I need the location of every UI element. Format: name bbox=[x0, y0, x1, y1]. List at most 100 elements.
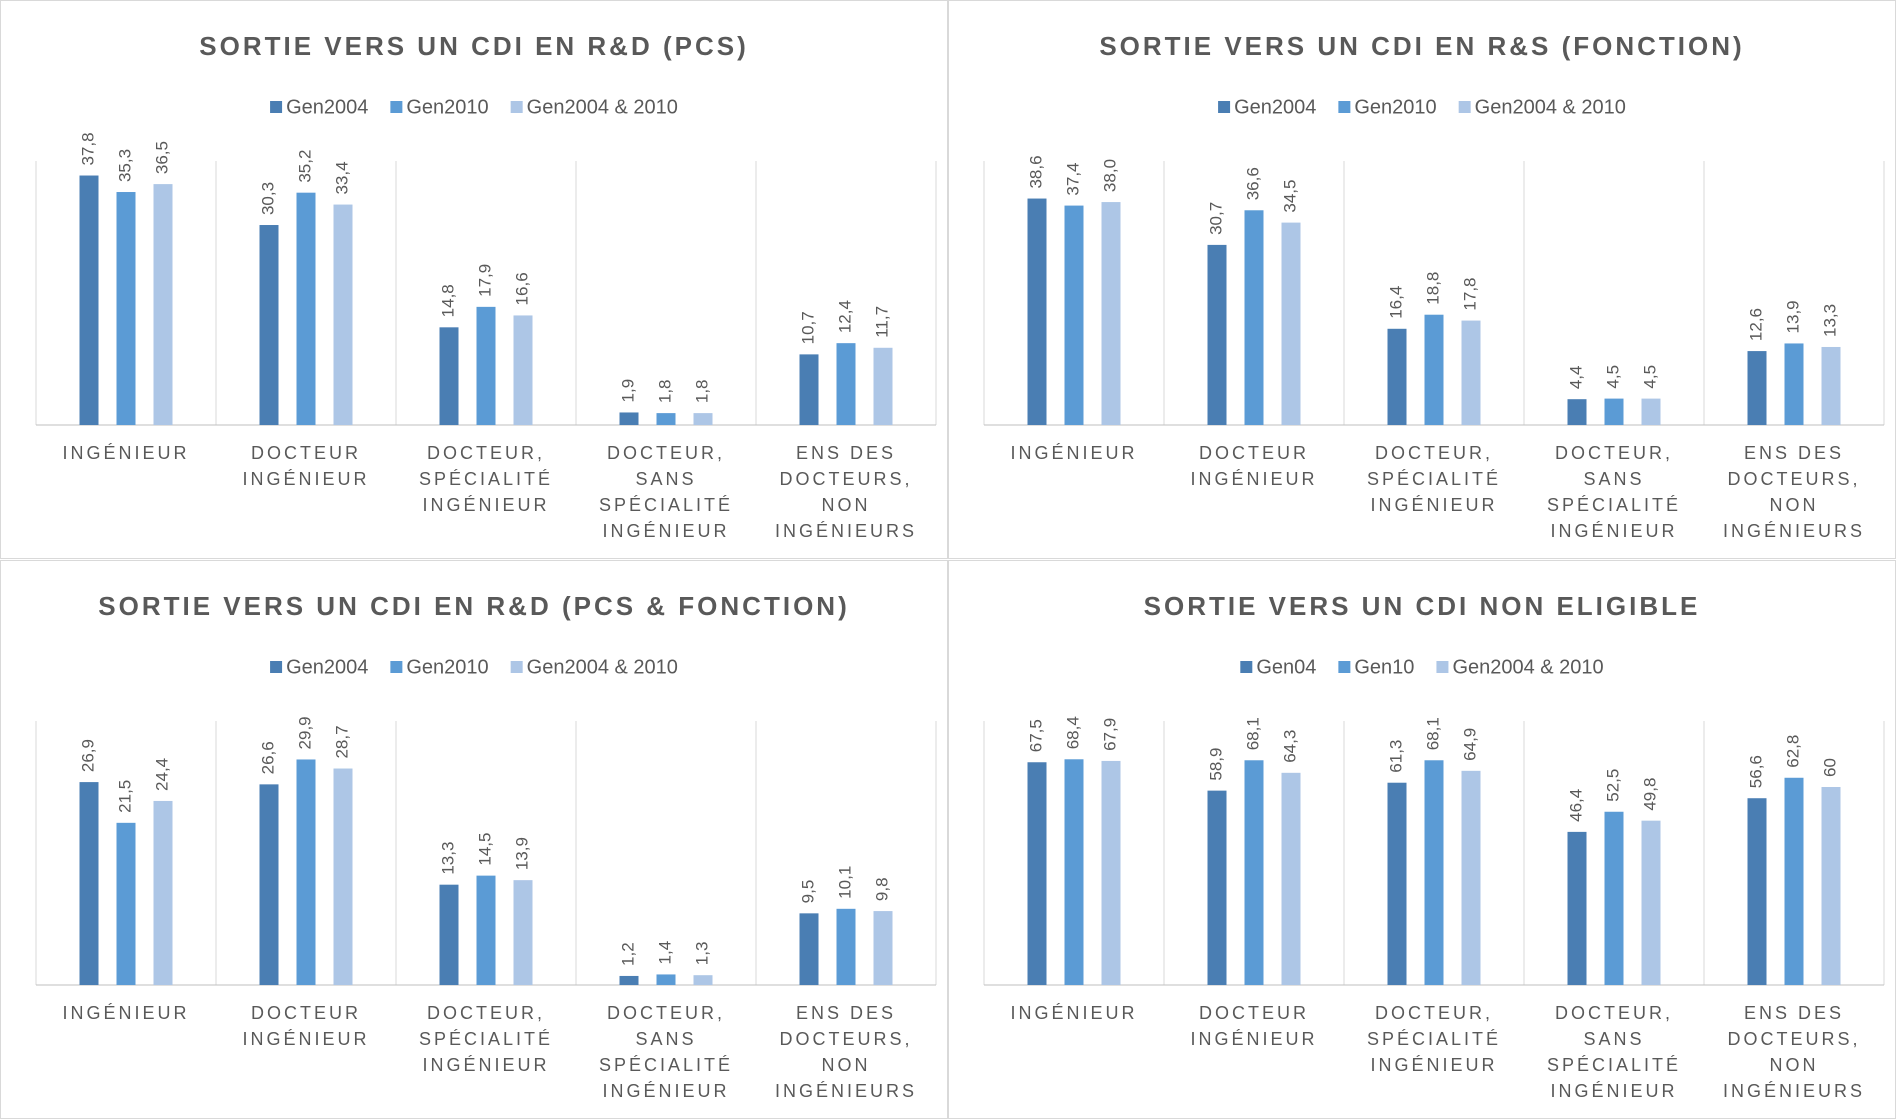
data-label: 37,4 bbox=[1063, 162, 1082, 195]
data-label: 13,3 bbox=[438, 842, 457, 875]
x-tick-label: DOCTEUR, SANS SPÉCIALITÉ INGÉNIEUR bbox=[598, 1003, 734, 1101]
data-label: 17,8 bbox=[1460, 277, 1479, 310]
data-label: 1,8 bbox=[692, 379, 711, 403]
data-label: 38,6 bbox=[1026, 155, 1045, 188]
data-label: 24,4 bbox=[152, 758, 171, 791]
data-label: 13,9 bbox=[1783, 300, 1802, 333]
bar bbox=[656, 413, 676, 425]
bar bbox=[1747, 798, 1767, 985]
chart-panel: SORTIE VERS UN CDI EN R&D (PCS) Gen2004 Ge… bbox=[0, 0, 948, 559]
bar bbox=[1207, 244, 1227, 425]
data-label: 64,3 bbox=[1280, 730, 1299, 763]
data-label: 26,9 bbox=[78, 739, 97, 772]
x-tick-label: INGÉNIEUR bbox=[1010, 1003, 1138, 1023]
x-tick-label: DOCTEUR INGÉNIEUR bbox=[242, 1003, 370, 1049]
legend-label: Gen2004 & 2010 bbox=[527, 96, 678, 118]
legend-label: Gen2004 & 2010 bbox=[527, 656, 678, 678]
data-label: 33,4 bbox=[332, 161, 351, 194]
data-label: 18,8 bbox=[1423, 272, 1442, 305]
bar bbox=[619, 412, 639, 425]
bar bbox=[1784, 343, 1804, 425]
data-label: 46,4 bbox=[1566, 789, 1585, 822]
bar bbox=[116, 192, 136, 425]
bar bbox=[1101, 760, 1121, 985]
legend-label: Gen2004 & 2010 bbox=[1452, 656, 1603, 678]
data-label: 10,1 bbox=[835, 866, 854, 899]
data-label: 1,2 bbox=[618, 942, 637, 966]
bar bbox=[259, 225, 279, 425]
legend-label: Gen04 bbox=[1256, 656, 1316, 678]
bar bbox=[1567, 399, 1587, 425]
bar bbox=[79, 175, 99, 425]
bar bbox=[1747, 351, 1767, 425]
bar bbox=[1604, 811, 1624, 985]
bar bbox=[513, 880, 533, 985]
legend-swatch bbox=[1218, 101, 1231, 113]
data-label: 67,9 bbox=[1100, 718, 1119, 751]
bar bbox=[1027, 198, 1047, 425]
legend-swatch bbox=[390, 101, 403, 113]
bar bbox=[836, 908, 856, 985]
bar bbox=[1244, 210, 1264, 425]
data-label: 21,5 bbox=[115, 780, 134, 813]
x-tick-label: DOCTEUR, SPÉCIALITÉ INGÉNIEUR bbox=[1366, 443, 1502, 515]
chart-title: SORTIE VERS UN CDI EN R&S (FONCTION) bbox=[1099, 31, 1744, 61]
bar bbox=[259, 784, 279, 985]
data-label: 61,3 bbox=[1386, 740, 1405, 773]
legend-swatch bbox=[1338, 101, 1351, 113]
legend-swatch bbox=[510, 101, 523, 113]
bar bbox=[1821, 787, 1841, 985]
bar bbox=[153, 800, 173, 985]
x-tick-label: DOCTEUR, SPÉCIALITÉ INGÉNIEUR bbox=[418, 443, 554, 515]
legend-label: Gen2004 & 2010 bbox=[1475, 96, 1626, 118]
data-label: 1,4 bbox=[655, 941, 674, 965]
x-tick-label: DOCTEUR INGÉNIEUR bbox=[1190, 1003, 1318, 1049]
data-label: 36,6 bbox=[1243, 167, 1262, 200]
x-tick-label: INGÉNIEUR bbox=[62, 1003, 190, 1023]
bar bbox=[1064, 205, 1084, 425]
chart-panel: SORTIE VERS UN CDI EN R&D (PCS & FONCTIO… bbox=[0, 560, 948, 1119]
bar bbox=[873, 911, 893, 985]
bar bbox=[1064, 759, 1084, 985]
x-tick-label: DOCTEUR, SANS SPÉCIALITÉ INGÉNIEUR bbox=[598, 443, 734, 541]
data-label: 29,9 bbox=[295, 716, 314, 749]
data-label: 68,4 bbox=[1063, 716, 1082, 749]
data-label: 16,6 bbox=[512, 272, 531, 305]
data-label: 1,8 bbox=[655, 379, 674, 403]
data-label: 49,8 bbox=[1640, 778, 1659, 811]
bar bbox=[333, 204, 353, 425]
x-tick-label: DOCTEUR, SANS SPÉCIALITÉ INGÉNIEUR bbox=[1546, 443, 1682, 541]
bar bbox=[1567, 831, 1587, 985]
bar bbox=[296, 192, 316, 425]
data-label: 10,7 bbox=[798, 311, 817, 344]
bar bbox=[619, 975, 639, 985]
x-tick-label: ENS DES DOCTEURS, NON INGÉNIEURS bbox=[1722, 443, 1866, 541]
data-label: 35,3 bbox=[115, 149, 134, 182]
legend-swatch bbox=[1458, 101, 1471, 113]
x-tick-label: ENS DES DOCTEURS, NON INGÉNIEURS bbox=[774, 443, 918, 541]
bar bbox=[1604, 398, 1624, 425]
chart-panel: SORTIE VERS UN CDI EN R&S (FONCTION) Gen2… bbox=[948, 0, 1896, 559]
chart-title: SORTIE VERS UN CDI EN R&D (PCS & FONCTIO… bbox=[98, 591, 849, 621]
legend-label: Gen2010 bbox=[406, 656, 488, 678]
data-label: 68,1 bbox=[1243, 717, 1262, 750]
x-tick-label: ENS DES DOCTEURS, NON INGÉNIEURS bbox=[1722, 1003, 1866, 1101]
data-label: 1,3 bbox=[692, 942, 711, 966]
data-label: 52,5 bbox=[1603, 769, 1622, 802]
data-label: 16,4 bbox=[1386, 286, 1405, 319]
x-tick-label: DOCTEUR INGÉNIEUR bbox=[242, 443, 370, 489]
data-label: 38,0 bbox=[1100, 159, 1119, 192]
data-label: 13,3 bbox=[1820, 304, 1839, 337]
x-tick-label: DOCTEUR, SPÉCIALITÉ INGÉNIEUR bbox=[418, 1003, 554, 1075]
bar bbox=[693, 975, 713, 985]
data-label: 12,6 bbox=[1746, 308, 1765, 341]
data-label: 12,4 bbox=[835, 300, 854, 333]
legend-swatch bbox=[1338, 661, 1351, 673]
bar bbox=[1424, 314, 1444, 425]
bar bbox=[1784, 777, 1804, 985]
bar bbox=[439, 884, 459, 985]
bar bbox=[1424, 760, 1444, 985]
x-tick-label: INGÉNIEUR bbox=[1010, 443, 1138, 463]
bar bbox=[1387, 328, 1407, 425]
